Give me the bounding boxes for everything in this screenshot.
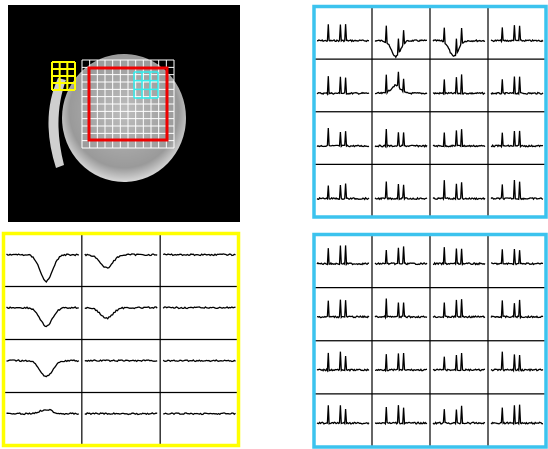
spectrum <box>491 131 543 147</box>
spectrum <box>375 129 427 147</box>
spectrum <box>375 26 427 58</box>
spectrum <box>85 307 157 319</box>
page: (() => { const NS = 'http://www.w3.org/2… <box>0 0 548 449</box>
spectrum <box>317 300 369 318</box>
spectrum <box>433 74 485 94</box>
figure <box>0 0 548 449</box>
spectrum <box>7 254 79 282</box>
spectrum <box>85 413 157 415</box>
spectrum <box>491 25 543 41</box>
spectrum <box>317 352 369 371</box>
spectrum <box>433 129 485 147</box>
spectra-panel <box>314 235 546 448</box>
spectrum <box>375 299 427 318</box>
spectrum <box>491 300 543 318</box>
spectrum <box>433 28 485 57</box>
spectrum <box>491 77 543 95</box>
spectrum <box>7 307 79 327</box>
spectrum <box>7 360 79 377</box>
spectrum <box>163 307 235 309</box>
spectrum <box>317 405 369 424</box>
spectrum <box>163 413 235 415</box>
spectrum <box>7 410 79 415</box>
spectra-panel <box>314 7 546 218</box>
spectrum <box>375 405 427 424</box>
spectrum <box>433 247 485 264</box>
spectrum <box>375 353 427 371</box>
spectrum <box>317 76 369 94</box>
spectrum <box>433 406 485 424</box>
spectrum <box>375 182 427 200</box>
spectrum <box>85 254 157 268</box>
spectrum <box>317 245 369 264</box>
spectrum <box>317 128 369 147</box>
spectrum <box>491 180 543 199</box>
spectrum <box>163 360 235 362</box>
spectrum <box>317 24 369 41</box>
spectrum <box>433 353 485 371</box>
spectrum <box>375 246 427 264</box>
spectrum <box>163 254 235 256</box>
spectrum <box>433 299 485 317</box>
spectrum <box>375 72 427 94</box>
spectrum <box>491 249 543 265</box>
spectrum <box>491 405 543 424</box>
spectrum <box>491 352 543 371</box>
spectrum <box>433 180 485 199</box>
spectra-panel <box>4 234 239 446</box>
spectrum <box>317 184 369 200</box>
spectrum <box>85 360 157 361</box>
